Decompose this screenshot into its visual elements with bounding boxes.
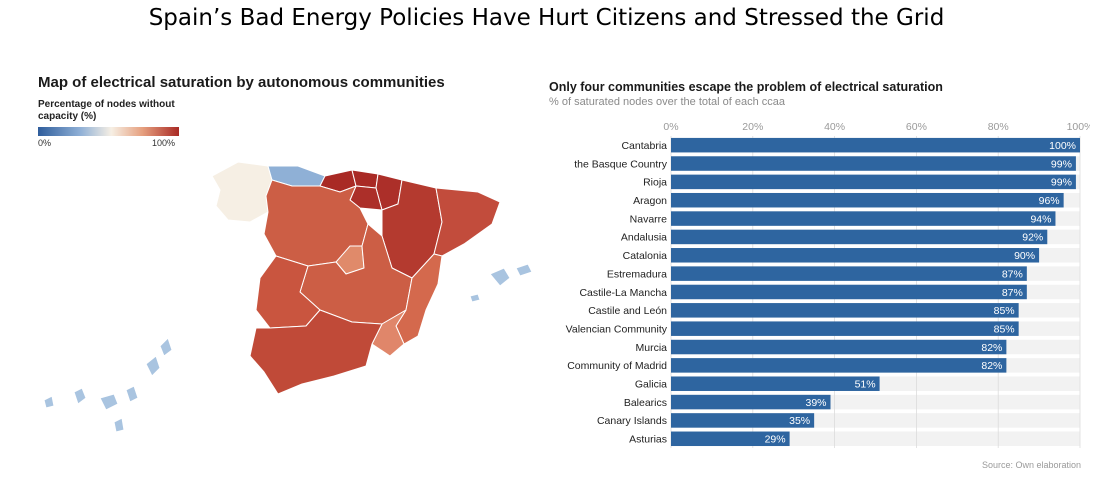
bar (671, 431, 790, 447)
value-label: 87% (1002, 287, 1023, 299)
map-region-castile-leon (263, 179, 369, 267)
page-title: Spain’s Bad Energy Policies Have Hurt Ci… (148, 5, 945, 31)
legend-color-scale (38, 127, 179, 136)
map-region-balearics (469, 263, 533, 303)
map-region-basque-country (351, 169, 379, 189)
saturation-bar-chart: 0% 20% 40% 60% 80% 100% Cantabria 100% the Basqu… (566, 121, 1090, 448)
map-region-galicia (211, 161, 273, 223)
value-label: 82% (981, 360, 1002, 372)
value-label: 35% (789, 415, 810, 427)
bar (671, 156, 1076, 171)
x-tick-label: 60% (906, 121, 927, 133)
map-title: Map of electrical saturation by autonomo… (38, 74, 445, 91)
bar (671, 376, 880, 391)
value-label: 85% (994, 305, 1015, 317)
category-label: Valencian Community (566, 323, 668, 335)
value-label: 51% (855, 379, 876, 391)
category-label: Aragon (633, 195, 667, 207)
legend-min-label: 0% (38, 138, 52, 148)
bar (671, 284, 1027, 300)
bar (671, 303, 1019, 318)
bar (671, 137, 1080, 153)
value-label: 82% (981, 342, 1002, 354)
value-label: 92% (1022, 232, 1043, 244)
x-tick-label: 80% (988, 121, 1009, 133)
chart-subtitle: % of saturated nodes over the total of e… (549, 96, 786, 108)
map-region-andalusia (249, 309, 383, 395)
category-label: Canary Islands (597, 415, 667, 427)
category-label: Cantabria (621, 140, 667, 152)
bar (671, 229, 1048, 245)
category-label: Castile-La Mancha (579, 287, 667, 299)
value-label: 90% (1014, 250, 1035, 262)
legend-title: Percentage of nodes without capacity (%) (38, 99, 175, 122)
map-region-canary-islands (43, 337, 173, 433)
value-label: 87% (1002, 268, 1023, 280)
source-note: Source: Own elaboration (981, 460, 1081, 470)
category-label: Castile and León (588, 305, 667, 317)
category-label: Asturias (629, 434, 667, 446)
chart-title: Only four communities escape the problem… (549, 80, 943, 94)
category-label: Estremadura (607, 268, 667, 280)
value-label: 96% (1039, 195, 1060, 207)
value-label: 99% (1051, 158, 1072, 170)
value-label: 94% (1030, 213, 1051, 225)
bar (671, 413, 815, 428)
category-label: Community of Madrid (567, 360, 667, 372)
x-tick-label: 0% (663, 121, 678, 133)
bar (671, 339, 1007, 355)
bar (671, 266, 1027, 281)
bar (671, 321, 1019, 336)
bar (671, 192, 1064, 208)
bar (671, 174, 1076, 190)
x-tick-label: 20% (742, 121, 763, 133)
category-label: Navarre (630, 213, 668, 225)
category-label: Rioja (643, 177, 667, 189)
category-label: Balearics (624, 397, 667, 409)
bar (671, 394, 831, 410)
category-label: Murcia (635, 342, 667, 354)
category-label: the Basque Country (574, 158, 668, 170)
x-tick-label: 40% (824, 121, 845, 133)
legend-max-label: 100% (152, 138, 176, 148)
value-label: 29% (765, 434, 786, 446)
category-label: Catalonia (623, 250, 668, 262)
value-label: 99% (1051, 177, 1072, 189)
category-label: Galicia (635, 379, 667, 391)
spain-choropleth-map (43, 161, 533, 433)
value-label: 85% (994, 323, 1015, 335)
value-label: 39% (805, 397, 826, 409)
value-label: 100% (1049, 140, 1076, 152)
bar (671, 248, 1040, 263)
x-tick-label: 100% (1067, 121, 1090, 133)
bar (671, 358, 1007, 373)
map-region-catalonia (433, 187, 501, 257)
bar (671, 211, 1056, 226)
category-label: Andalusia (621, 232, 667, 244)
